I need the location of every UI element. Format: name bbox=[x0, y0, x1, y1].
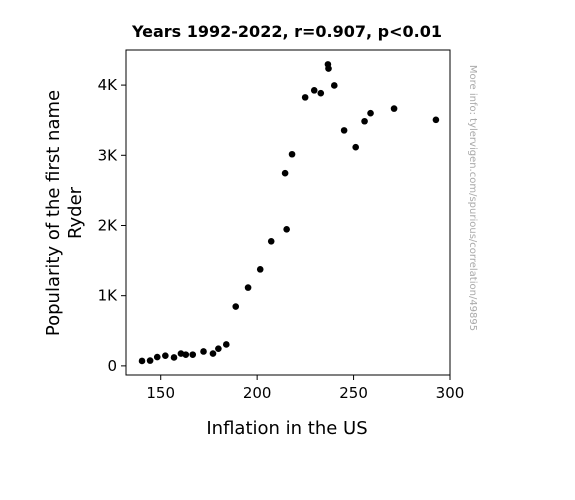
data-point bbox=[310, 87, 318, 94]
y-tick-label: 4K bbox=[98, 76, 119, 94]
data-point bbox=[256, 266, 264, 273]
x-tick-label: 250 bbox=[339, 384, 368, 402]
data-point bbox=[222, 341, 230, 348]
data-point bbox=[170, 354, 178, 361]
source-note: More info: tylervigen.com/spurious/corre… bbox=[467, 65, 478, 331]
data-point bbox=[215, 345, 222, 352]
plot-area: 150 200 250 300 0 1K 2K 3K 4K bbox=[98, 49, 465, 402]
data-point bbox=[352, 143, 359, 151]
x-axis-label: Inflation in the US bbox=[206, 418, 367, 439]
data-point bbox=[340, 127, 348, 134]
data-point bbox=[281, 169, 289, 177]
data-point bbox=[288, 150, 296, 158]
y-tick-label: 3K bbox=[98, 146, 119, 164]
y-axis-label-line1: Popularity of the first name bbox=[43, 90, 64, 336]
data-point bbox=[153, 353, 161, 361]
x-tick-label: 150 bbox=[146, 384, 175, 402]
data-point bbox=[317, 89, 325, 97]
x-tick-label: 300 bbox=[436, 384, 465, 402]
y-tick-label: 1K bbox=[98, 287, 119, 305]
plot-frame bbox=[125, 49, 451, 376]
data-point bbox=[200, 348, 207, 355]
chart-title: Years 1992-2022, r=0.907, p<0.01 bbox=[131, 22, 442, 41]
data-point bbox=[267, 237, 275, 245]
y-axis-label-line2: Ryder bbox=[65, 186, 86, 239]
data-point bbox=[283, 226, 290, 233]
data-point bbox=[367, 109, 374, 117]
data-point bbox=[209, 350, 217, 357]
x-tick-label: 200 bbox=[243, 384, 272, 402]
y-tick-label: 0 bbox=[107, 357, 117, 375]
data-point bbox=[189, 351, 197, 358]
data-point bbox=[330, 82, 338, 89]
data-point bbox=[146, 357, 154, 364]
data-point bbox=[244, 284, 252, 291]
data-point bbox=[390, 105, 398, 112]
data-point bbox=[361, 117, 368, 125]
data-point bbox=[162, 352, 169, 359]
data-point bbox=[232, 303, 240, 310]
data-point bbox=[138, 357, 146, 365]
data-point bbox=[301, 94, 309, 101]
data-point bbox=[432, 116, 440, 124]
data-point bbox=[325, 65, 332, 72]
data-point bbox=[182, 351, 190, 358]
y-tick-label: 2K bbox=[98, 216, 119, 234]
